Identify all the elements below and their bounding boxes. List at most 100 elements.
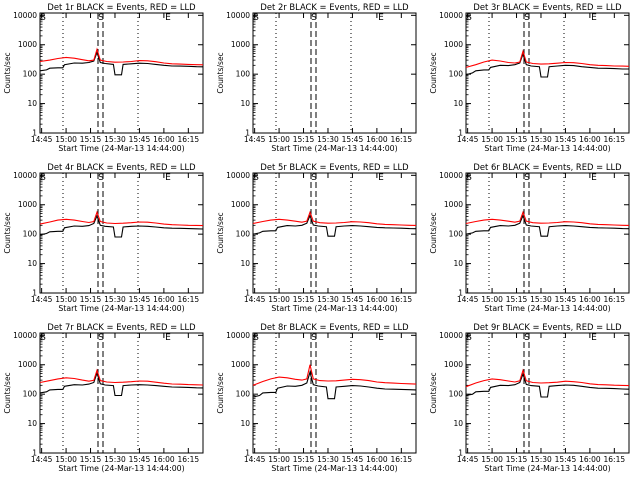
x-axis-label: Start Time (24-Mar-13 14:44:00) xyxy=(484,144,610,153)
series-line-events xyxy=(465,52,629,78)
x-axis-label: Start Time (24-Mar-13 14:44:00) xyxy=(484,464,610,473)
x-tick-label: 15:15 xyxy=(506,455,528,464)
y-tick-label: 10000 xyxy=(226,331,250,340)
y-tick-label: 1000 xyxy=(18,200,37,209)
x-tick-label: 15:15 xyxy=(293,455,315,464)
x-tick-label: 16:15 xyxy=(391,135,413,144)
x-tick-label: 15:15 xyxy=(80,455,102,464)
time-flag-s: S xyxy=(98,333,104,343)
y-tick-label: 10 xyxy=(27,259,37,268)
time-flag-e: E xyxy=(165,333,171,343)
x-axis-label: Start Time (24-Mar-13 14:44:00) xyxy=(271,464,397,473)
x-axis-label: Start Time (24-Mar-13 14:44:00) xyxy=(271,304,397,313)
x-tick-label: 15:15 xyxy=(293,295,315,304)
y-tick-label: 100 xyxy=(236,230,251,239)
y-tick-label: 1 xyxy=(458,449,463,458)
panel-title: Det 8r BLACK = Events, RED = LLD xyxy=(260,322,408,332)
x-tick-label: 14:45 xyxy=(31,135,53,144)
time-flag-s: S xyxy=(311,333,317,343)
x-tick-label: 14:45 xyxy=(457,135,479,144)
x-tick-label: 15:00 xyxy=(268,295,290,304)
x-tick-label: 15:15 xyxy=(80,295,102,304)
x-tick-label: 16:15 xyxy=(178,295,200,304)
x-tick-label: 16:15 xyxy=(391,295,413,304)
y-tick-label: 10 xyxy=(240,419,250,428)
x-tick-label: 16:00 xyxy=(153,455,175,464)
x-tick-label: 15:15 xyxy=(80,135,102,144)
y-tick-label: 100 xyxy=(23,230,38,239)
x-tick-label: 15:45 xyxy=(129,135,151,144)
panel-title: Det 9r BLACK = Events, RED = LLD xyxy=(473,322,621,332)
y-tick-label: 10000 xyxy=(439,331,463,340)
x-tick-label: 16:00 xyxy=(579,455,601,464)
time-flag-s: S xyxy=(40,333,46,343)
y-tick-label: 1000 xyxy=(18,360,37,369)
panel-title: Det 2r BLACK = Events, RED = LLD xyxy=(260,2,408,12)
x-tick-label: 15:00 xyxy=(481,295,503,304)
x-tick-label: 15:30 xyxy=(104,135,126,144)
time-flag-s: S xyxy=(466,173,472,183)
y-axis-label: Counts/sec xyxy=(216,212,225,253)
time-flag-s: S xyxy=(40,13,46,23)
x-tick-label: 15:00 xyxy=(481,135,503,144)
x-tick-label: 15:45 xyxy=(129,295,151,304)
plot-frame xyxy=(39,172,204,294)
series-line-lld xyxy=(39,368,204,386)
time-flag-s: S xyxy=(253,173,259,183)
x-tick-label: 14:45 xyxy=(457,295,479,304)
x-tick-label: 15:30 xyxy=(317,455,339,464)
series-line-events xyxy=(465,372,630,398)
y-tick-label: 1000 xyxy=(231,360,250,369)
x-tick-label: 15:30 xyxy=(530,135,552,144)
x-axis-label: Start Time (24-Mar-13 14:44:00) xyxy=(58,144,184,153)
plot-frame xyxy=(465,332,630,454)
y-tick-label: 10 xyxy=(27,99,37,108)
series-line-events xyxy=(39,371,204,397)
x-tick-label: 15:00 xyxy=(55,295,77,304)
time-flag-e: E xyxy=(165,173,171,183)
x-tick-label: 15:15 xyxy=(506,295,528,304)
time-flag-s: S xyxy=(311,13,317,23)
y-tick-label: 1000 xyxy=(231,200,250,209)
x-tick-label: 14:45 xyxy=(457,455,479,464)
x-axis-label: Start Time (24-Mar-13 14:44:00) xyxy=(58,464,184,473)
panel-title: Det 3r BLACK = Events, RED = LLD xyxy=(473,2,621,12)
y-axis-label: Counts/sec xyxy=(3,372,12,413)
x-tick-label: 16:15 xyxy=(604,295,626,304)
time-flag-s: S xyxy=(253,13,259,23)
x-tick-label: 16:00 xyxy=(366,455,388,464)
y-axis-label: Counts/sec xyxy=(429,52,438,93)
y-tick-label: 10000 xyxy=(13,11,37,20)
y-tick-label: 10 xyxy=(27,419,37,428)
x-tick-label: 16:15 xyxy=(391,455,413,464)
x-tick-label: 15:45 xyxy=(555,295,577,304)
series-line-lld xyxy=(39,210,204,227)
x-tick-label: 16:00 xyxy=(579,135,601,144)
x-tick-label: 15:45 xyxy=(555,135,577,144)
panel-title: Det 4r BLACK = Events, RED = LLD xyxy=(47,162,195,172)
y-axis-label: Counts/sec xyxy=(429,372,438,413)
y-axis-label: Counts/sec xyxy=(429,212,438,253)
time-flag-s: S xyxy=(524,173,530,183)
x-tick-label: 15:00 xyxy=(481,455,503,464)
series-line-lld xyxy=(252,210,417,226)
x-tick-label: 15:30 xyxy=(530,455,552,464)
time-flag-s: S xyxy=(466,13,472,23)
series-line-lld xyxy=(465,210,630,226)
x-tick-label: 15:00 xyxy=(268,135,290,144)
time-flag-s: S xyxy=(524,333,530,343)
y-tick-label: 10000 xyxy=(226,11,250,20)
time-flag-s: S xyxy=(466,333,472,343)
panel-title: Det 7r BLACK = Events, RED = LLD xyxy=(47,322,195,332)
y-tick-label: 10000 xyxy=(226,171,250,180)
x-tick-label: 15:45 xyxy=(342,135,364,144)
x-tick-label: 16:15 xyxy=(178,455,200,464)
y-tick-label: 10 xyxy=(453,99,463,108)
time-flag-e: E xyxy=(378,333,384,343)
series-line-lld xyxy=(39,47,204,66)
y-tick-label: 100 xyxy=(449,230,464,239)
